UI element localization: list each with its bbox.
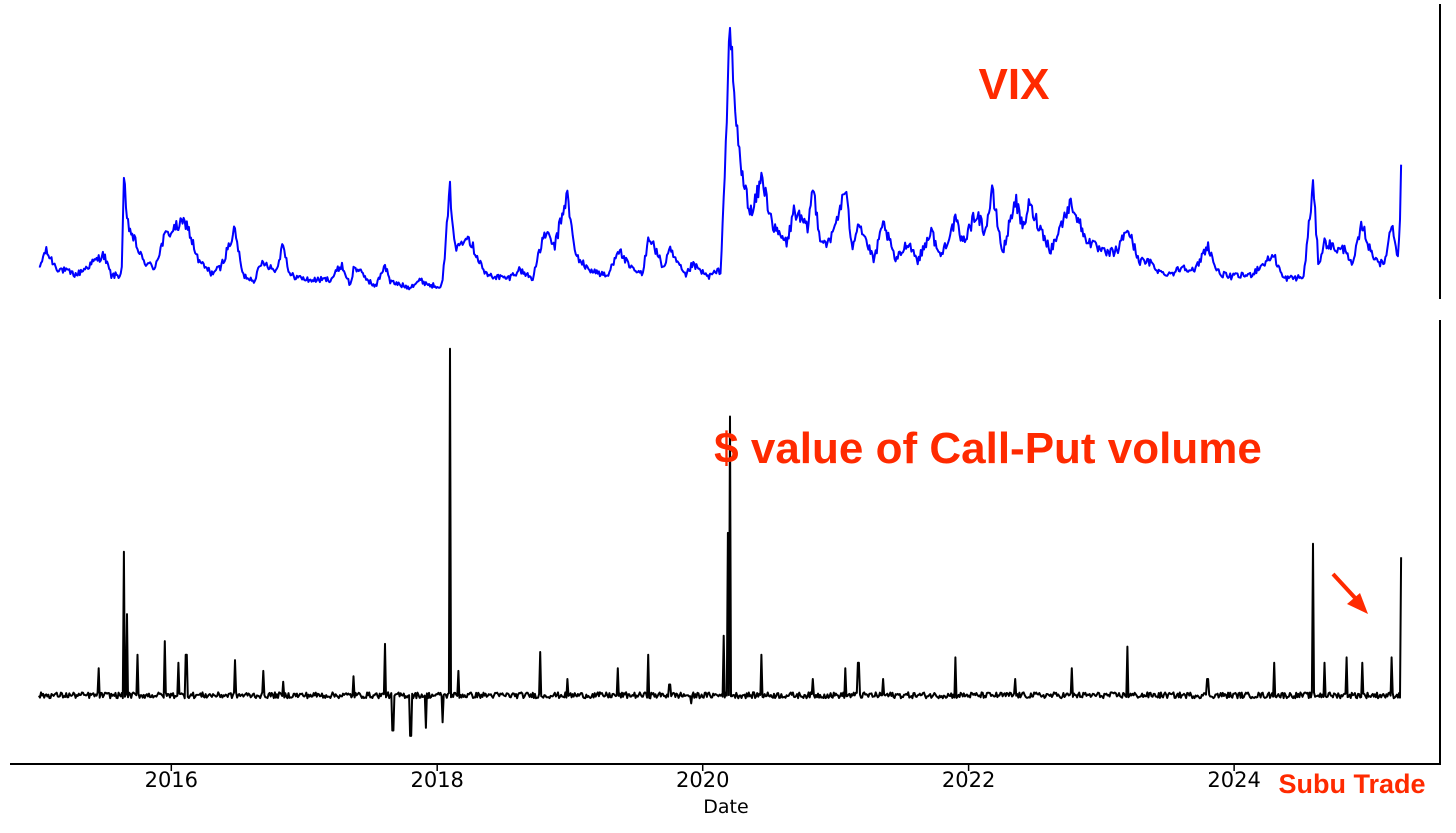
vix-series	[38, 26, 1403, 291]
vix-line	[38, 26, 1403, 291]
watermark: Subu Trade	[1278, 769, 1425, 799]
call-put-line	[38, 347, 1403, 737]
x-axis-label: Date	[703, 796, 748, 818]
x-tick-label: 2024	[1207, 768, 1260, 792]
vix-annotation: VIX	[979, 60, 1050, 109]
x-tick-label: 2018	[410, 768, 463, 792]
x-tick-label: 2020	[676, 768, 729, 792]
x-tick-label: 2016	[145, 768, 198, 792]
x-tick-label: 2022	[942, 768, 995, 792]
arrow-annotation	[1331, 572, 1368, 614]
call-put-annotation: $ value of Call-Put volume	[714, 424, 1262, 473]
x-axis-ticks: 2016 2018 2020 2022 2024	[145, 764, 1261, 792]
call-put-series	[38, 347, 1403, 737]
